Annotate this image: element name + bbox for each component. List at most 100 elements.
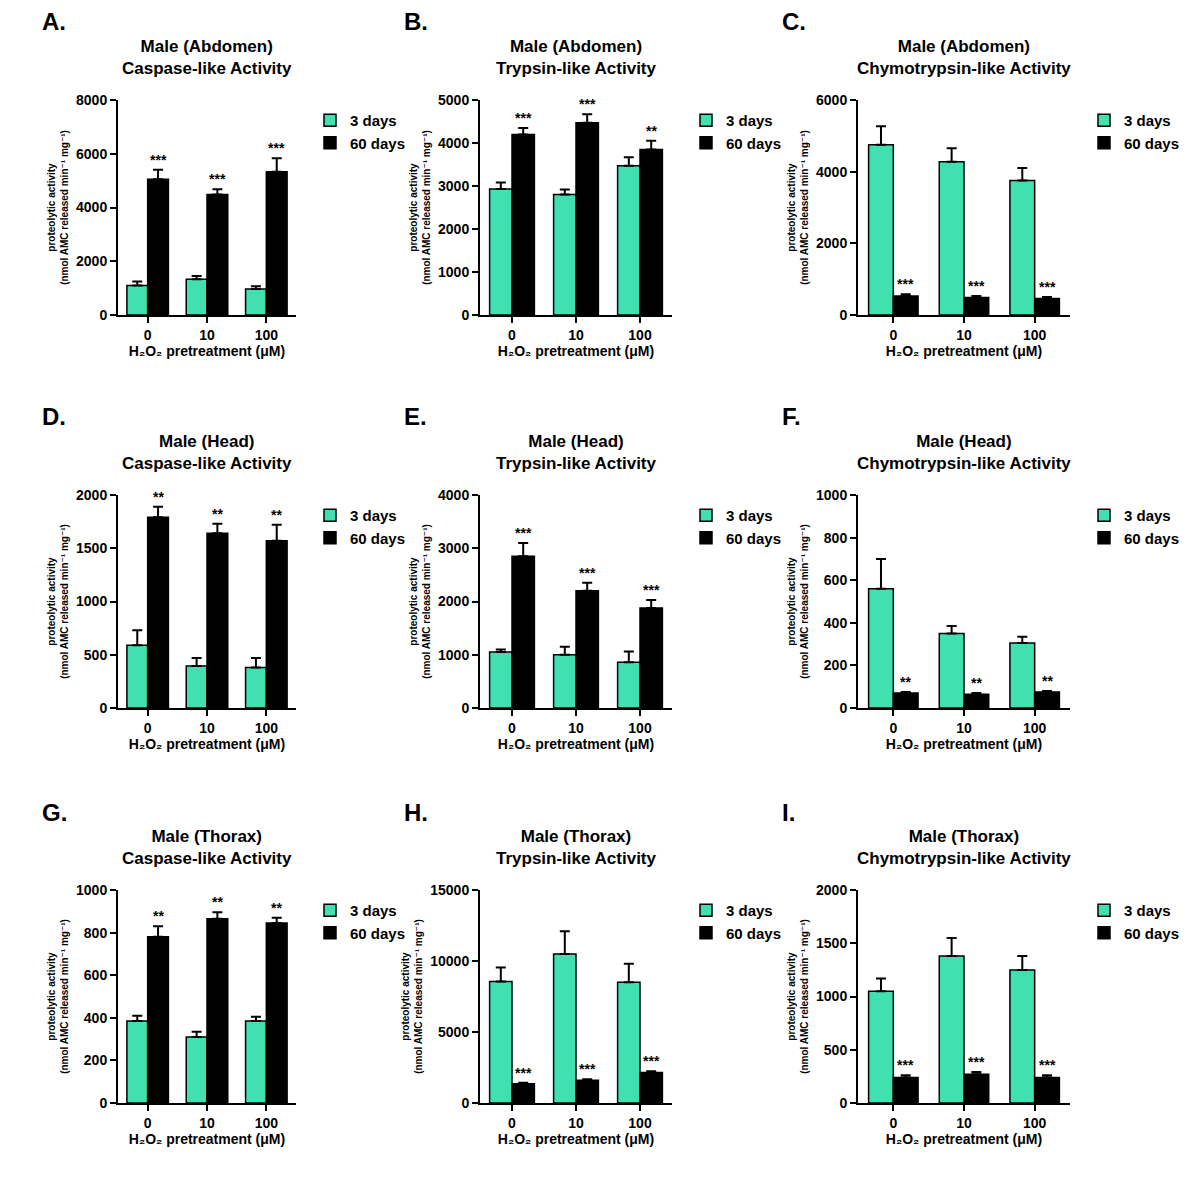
svg-text:5000: 5000	[438, 1024, 469, 1040]
svg-text:H₂O₂ pretreatment (μM): H₂O₂ pretreatment (μM)	[498, 343, 654, 359]
svg-text:60 days: 60 days	[350, 135, 405, 152]
svg-text:3000: 3000	[438, 540, 469, 556]
svg-text:H₂O₂ pretreatment (μM): H₂O₂ pretreatment (μM)	[129, 1131, 285, 1147]
svg-text:0: 0	[839, 700, 847, 716]
svg-text:1000: 1000	[76, 593, 107, 609]
svg-text:Male (Abdomen)Trypsin-like Act: Male (Abdomen)Trypsin-like Activity	[496, 37, 657, 78]
svg-text:100: 100	[255, 720, 279, 736]
svg-text:3 days: 3 days	[726, 112, 773, 129]
svg-text:100: 100	[1023, 327, 1047, 343]
svg-text:Male (Head)Caspase-like Activi: Male (Head)Caspase-like Activity	[122, 432, 292, 473]
svg-text:5000: 5000	[438, 92, 469, 108]
svg-text:G.: G.	[42, 799, 67, 826]
svg-text:proteolytic activity(nmol AMC: proteolytic activity(nmol AMC released m…	[786, 130, 810, 285]
svg-text:3 days: 3 days	[350, 902, 397, 919]
svg-text:60 days: 60 days	[726, 135, 781, 152]
svg-text:3 days: 3 days	[350, 507, 397, 524]
svg-text:0: 0	[99, 307, 107, 323]
svg-text:2000: 2000	[438, 593, 469, 609]
svg-text:4000: 4000	[816, 164, 847, 180]
svg-text:***: ***	[579, 96, 596, 112]
svg-text:***: ***	[643, 1053, 660, 1069]
svg-text:H₂O₂ pretreatment (μM): H₂O₂ pretreatment (μM)	[886, 1131, 1042, 1147]
svg-text:I.: I.	[782, 799, 795, 826]
svg-text:10: 10	[956, 720, 972, 736]
svg-text:200: 200	[84, 1052, 108, 1068]
svg-text:proteolytic activity(nmol AMC: proteolytic activity(nmol AMC released m…	[46, 919, 70, 1074]
svg-text:**: **	[271, 507, 282, 523]
svg-text:0: 0	[839, 307, 847, 323]
svg-text:**: **	[971, 675, 982, 691]
svg-text:H₂O₂ pretreatment (μM): H₂O₂ pretreatment (μM)	[498, 736, 654, 752]
svg-text:10: 10	[568, 720, 584, 736]
svg-text:proteolytic activity(nmol AMC: proteolytic activity(nmol AMC released m…	[400, 919, 424, 1074]
svg-text:proteolytic activity(nmol AMC: proteolytic activity(nmol AMC released m…	[408, 130, 432, 285]
svg-text:10: 10	[956, 1115, 972, 1131]
svg-text:**: **	[212, 506, 223, 522]
svg-text:**: **	[900, 674, 911, 690]
svg-text:10000: 10000	[430, 953, 469, 969]
svg-text:Male (Thorax)Trypsin-like Acti: Male (Thorax)Trypsin-like Activity	[496, 827, 657, 868]
svg-text:proteolytic activity(nmol AMC: proteolytic activity(nmol AMC released m…	[408, 524, 432, 679]
svg-text:60 days: 60 days	[726, 925, 781, 942]
svg-text:800: 800	[824, 530, 848, 546]
svg-text:**: **	[153, 489, 164, 505]
svg-text:800: 800	[84, 925, 108, 941]
svg-text:**: **	[271, 900, 282, 916]
svg-text:1500: 1500	[76, 540, 107, 556]
svg-text:0: 0	[889, 327, 897, 343]
svg-text:Male (Head)Trypsin-like Activi: Male (Head)Trypsin-like Activity	[496, 432, 657, 473]
svg-text:***: ***	[515, 1065, 532, 1081]
svg-text:***: ***	[897, 276, 914, 292]
svg-text:0: 0	[508, 720, 516, 736]
svg-text:***: ***	[268, 140, 285, 156]
svg-text:0: 0	[508, 327, 516, 343]
svg-text:1000: 1000	[438, 647, 469, 663]
svg-text:H.: H.	[404, 799, 428, 826]
svg-text:400: 400	[824, 615, 848, 631]
svg-text:3 days: 3 days	[1124, 507, 1171, 524]
svg-text:1000: 1000	[438, 264, 469, 280]
svg-text:8000: 8000	[76, 92, 107, 108]
svg-text:100: 100	[1023, 1115, 1047, 1131]
svg-text:4000: 4000	[438, 487, 469, 503]
svg-text:100: 100	[255, 327, 279, 343]
svg-text:H₂O₂ pretreatment (μM): H₂O₂ pretreatment (μM)	[129, 736, 285, 752]
svg-text:15000: 15000	[430, 882, 469, 898]
svg-text:4000: 4000	[438, 135, 469, 151]
svg-text:60 days: 60 days	[350, 925, 405, 942]
svg-text:0: 0	[99, 700, 107, 716]
svg-text:1500: 1500	[816, 935, 847, 951]
svg-text:6000: 6000	[76, 146, 107, 162]
svg-text:0: 0	[508, 1115, 516, 1131]
svg-text:Male (Thorax)Chymotrypsin-like: Male (Thorax)Chymotrypsin-like Activity	[857, 827, 1071, 868]
svg-text:100: 100	[628, 1115, 652, 1131]
svg-text:H₂O₂ pretreatment (μM): H₂O₂ pretreatment (μM)	[886, 736, 1042, 752]
svg-text:3 days: 3 days	[726, 902, 773, 919]
svg-text:3 days: 3 days	[350, 112, 397, 129]
svg-text:F.: F.	[782, 403, 801, 430]
svg-text:***: ***	[579, 1061, 596, 1077]
svg-text:60 days: 60 days	[1124, 530, 1179, 547]
svg-text:3 days: 3 days	[1124, 112, 1171, 129]
svg-text:2000: 2000	[76, 487, 107, 503]
svg-text:100: 100	[628, 327, 652, 343]
svg-text:proteolytic activity(nmol AMC: proteolytic activity(nmol AMC released m…	[46, 524, 70, 679]
svg-text:***: ***	[968, 278, 985, 294]
svg-text:10: 10	[568, 1115, 584, 1131]
svg-text:D.: D.	[42, 403, 66, 430]
svg-text:0: 0	[99, 1095, 107, 1111]
svg-text:***: ***	[515, 525, 532, 541]
svg-text:***: ***	[515, 110, 532, 126]
svg-text:0: 0	[461, 1095, 469, 1111]
svg-text:0: 0	[144, 327, 152, 343]
svg-text:1000: 1000	[76, 882, 107, 898]
svg-text:***: ***	[897, 1057, 914, 1073]
svg-text:1000: 1000	[816, 988, 847, 1004]
svg-text:400: 400	[84, 1010, 108, 1026]
svg-text:0: 0	[461, 307, 469, 323]
svg-text:Male (Thorax)Caspase-like Acti: Male (Thorax)Caspase-like Activity	[122, 827, 292, 868]
svg-text:60 days: 60 days	[350, 530, 405, 547]
svg-text:B.: B.	[404, 8, 428, 35]
svg-text:***: ***	[968, 1054, 985, 1070]
